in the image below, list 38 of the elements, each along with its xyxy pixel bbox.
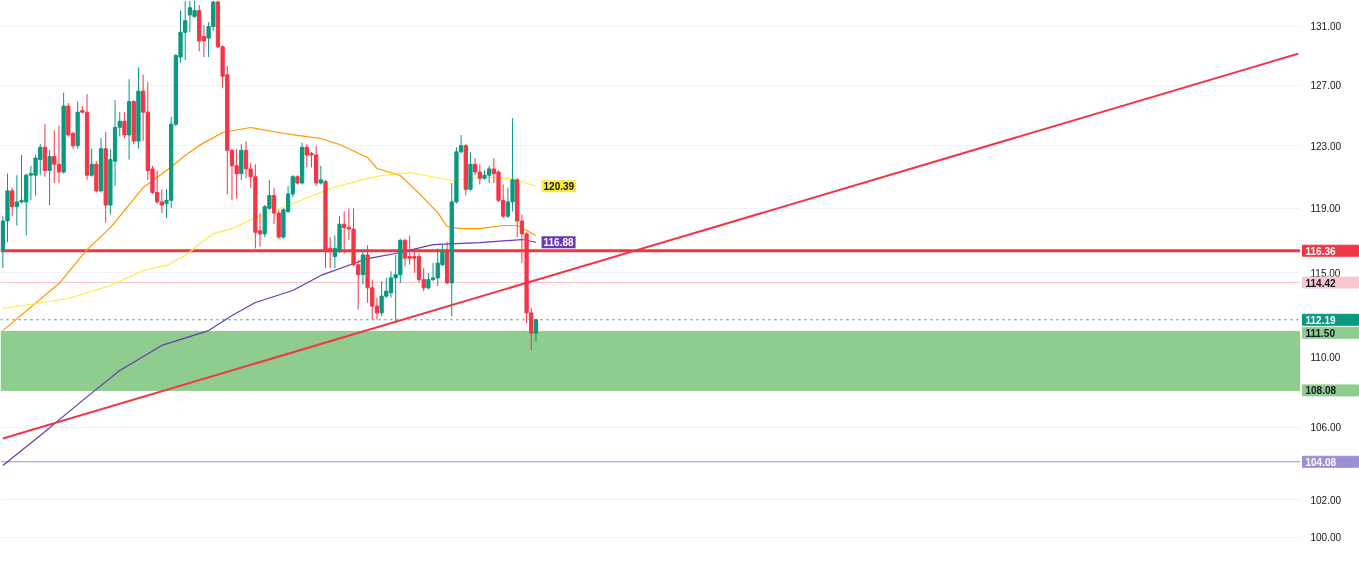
ref-line-label: 116.36 bbox=[1305, 245, 1336, 257]
candlestick bbox=[56, 125, 62, 184]
ref-line-label: 108.08 bbox=[1305, 385, 1337, 397]
candlestick bbox=[533, 319, 539, 343]
y-tick-label: 123.00 bbox=[1310, 140, 1342, 152]
y-tick-label: 127.00 bbox=[1310, 80, 1342, 92]
ref-line-label: 114.42 bbox=[1305, 277, 1336, 289]
candlestick bbox=[52, 129, 57, 184]
line-series bbox=[2, 238, 537, 467]
candlestick bbox=[318, 165, 323, 186]
y-tick-label: 100.00 bbox=[1310, 532, 1342, 544]
candlestick bbox=[47, 149, 52, 206]
candlestick bbox=[42, 123, 48, 178]
y-tick-label: 119.00 bbox=[1310, 203, 1341, 215]
y-tick-label: 110.00 bbox=[1310, 352, 1341, 364]
candlestick bbox=[159, 188, 164, 214]
data-label: 116.88 bbox=[543, 237, 575, 249]
candlestick bbox=[477, 163, 482, 186]
line-series bbox=[2, 171, 537, 310]
candlestick bbox=[234, 148, 239, 200]
candlestick bbox=[239, 143, 244, 181]
data-label: 120.39 bbox=[543, 181, 575, 193]
y-tick-label: 131.00 bbox=[1310, 21, 1342, 33]
candlestick bbox=[89, 148, 94, 178]
candlestick bbox=[473, 157, 478, 176]
line-series bbox=[2, 126, 537, 332]
candlestick bbox=[243, 140, 249, 179]
ref-line-label: 104.08 bbox=[1305, 456, 1337, 468]
ref-line-label: 112.19 bbox=[1305, 314, 1336, 326]
candlestick bbox=[187, 0, 193, 33]
candlestick bbox=[122, 111, 127, 139]
ref-line-label: 111.50 bbox=[1305, 327, 1336, 339]
y-tick-label: 106.00 bbox=[1310, 422, 1342, 434]
candlestick bbox=[360, 249, 366, 286]
candlestick bbox=[388, 270, 394, 299]
y-tick-label: 115.00 bbox=[1310, 267, 1341, 279]
y-tick-label: 102.00 bbox=[1310, 494, 1342, 506]
candlestick bbox=[10, 187, 15, 217]
